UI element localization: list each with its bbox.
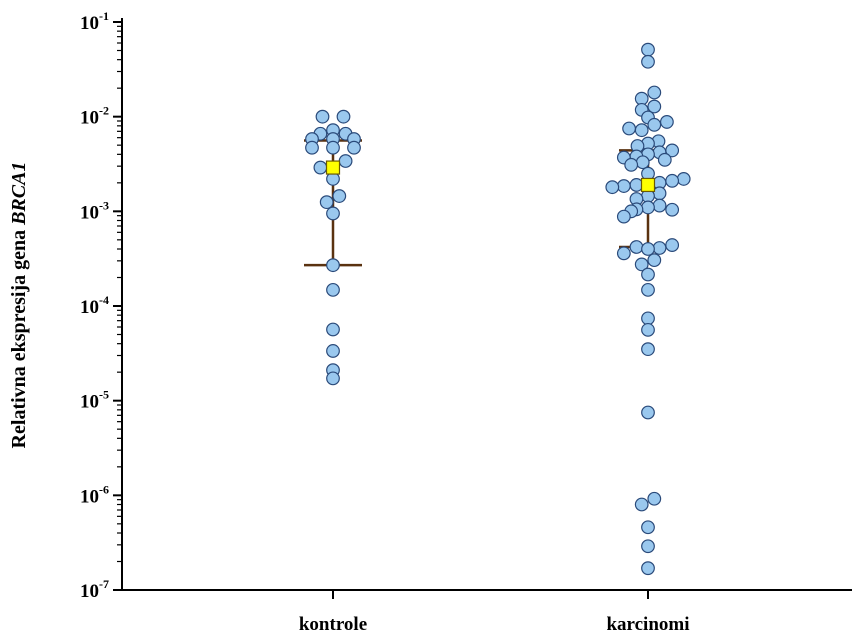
y-tick-exponent: -3 <box>99 198 109 212</box>
y-tick-exponent: -2 <box>99 104 109 118</box>
data-point <box>326 344 340 358</box>
y-tick-base: 10 <box>80 202 99 223</box>
y-tick-exponent: -4 <box>99 293 109 307</box>
y-tick-label: 10-1 <box>80 9 109 34</box>
y-tick-base: 10 <box>80 581 99 602</box>
data-point <box>634 257 649 272</box>
data-point <box>641 282 655 297</box>
data-point <box>652 241 667 255</box>
data-point <box>647 85 662 100</box>
data-point <box>635 155 650 170</box>
data-point <box>652 198 667 213</box>
data-point <box>641 539 655 554</box>
data-point <box>641 520 655 535</box>
data-point <box>641 342 655 357</box>
data-point <box>641 405 655 420</box>
y-tick-base: 10 <box>80 13 99 34</box>
series-kontrole <box>304 109 362 386</box>
plot-area <box>304 42 691 576</box>
data-point <box>616 246 631 261</box>
y-ticks: 10-710-610-510-410-310-210-1 <box>80 9 122 602</box>
y-axis-title-text: Relativna ekspresija gena <box>8 230 30 449</box>
y-axis-title: Relativna ekspresija gena BRCA1 <box>8 162 30 449</box>
y-tick-label: 10-4 <box>80 293 109 318</box>
data-point <box>319 195 334 210</box>
median-marker <box>325 160 341 175</box>
y-tick-exponent: -7 <box>99 577 109 591</box>
y-tick-label: 10-5 <box>80 388 109 413</box>
data-point <box>647 117 662 132</box>
y-tick-base: 10 <box>80 297 99 318</box>
y-tick-exponent: -5 <box>99 388 109 402</box>
data-point <box>641 561 655 576</box>
y-axis-title-gene: BRCA1 <box>8 162 30 226</box>
data-point <box>657 152 672 167</box>
x-axis: kontrole karcinomi <box>121 589 852 635</box>
data-point <box>660 115 674 129</box>
data-point <box>647 99 662 114</box>
data-point <box>665 173 680 188</box>
x-category-label: karcinomi <box>606 614 689 635</box>
data-point <box>605 180 620 195</box>
data-point <box>647 253 662 268</box>
y-tick-label: 10-6 <box>80 482 109 507</box>
data-point <box>641 200 655 215</box>
y-tick-base: 10 <box>80 486 99 507</box>
y-tick-label: 10-2 <box>80 104 109 129</box>
data-point <box>641 54 655 69</box>
data-point <box>326 371 340 386</box>
data-point <box>622 121 636 136</box>
data-point <box>326 206 340 221</box>
y-tick-base: 10 <box>80 108 99 129</box>
data-point <box>616 179 631 193</box>
data-point <box>634 497 649 512</box>
data-point <box>313 160 328 175</box>
y-tick-base: 10 <box>80 392 99 413</box>
data-point <box>326 140 340 155</box>
data-point <box>336 109 351 124</box>
data-point <box>634 123 649 138</box>
data-point <box>315 109 330 124</box>
data-point <box>641 267 655 282</box>
y-tick-exponent: -6 <box>99 482 109 496</box>
y-tick-label: 10-3 <box>80 198 109 223</box>
data-point <box>305 140 319 155</box>
data-point <box>629 240 644 254</box>
data-point <box>624 157 639 172</box>
data-point <box>347 140 361 155</box>
data-point <box>676 172 691 186</box>
y-axis: 10-710-610-510-410-310-210-1 <box>80 9 123 602</box>
data-point <box>629 178 644 192</box>
data-point <box>332 189 347 203</box>
data-point <box>326 322 340 337</box>
median-marker <box>640 177 656 193</box>
y-tick-label: 10-7 <box>80 577 109 602</box>
data-point <box>641 311 655 326</box>
series-karcinomi <box>605 42 691 576</box>
data-point <box>338 154 353 168</box>
data-point <box>641 322 655 337</box>
data-point <box>641 242 655 256</box>
data-point <box>616 209 631 224</box>
data-point <box>326 258 340 273</box>
x-category-label: kontrole <box>299 614 367 635</box>
data-point <box>665 202 680 217</box>
x-ticks: kontrole karcinomi <box>299 590 690 635</box>
data-point <box>326 282 340 297</box>
data-point <box>665 238 680 252</box>
data-point <box>641 42 655 57</box>
y-tick-exponent: -1 <box>99 9 109 23</box>
data-point <box>652 186 667 201</box>
data-point <box>647 491 662 506</box>
